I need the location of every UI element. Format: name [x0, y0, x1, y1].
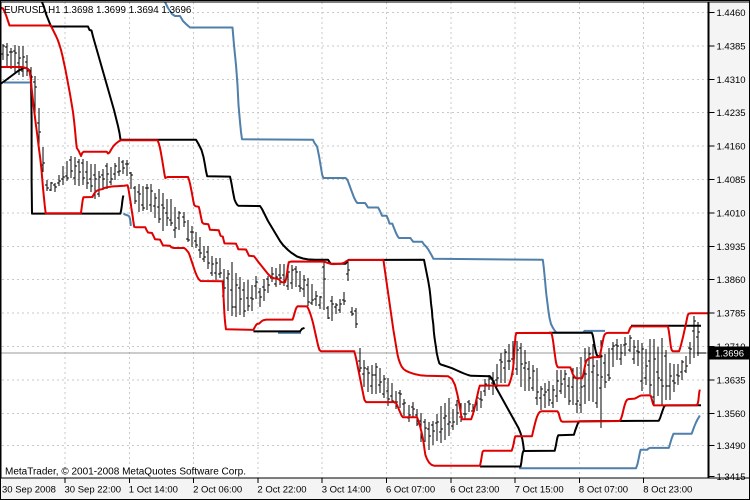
svg-text:1.4160: 1.4160: [717, 142, 746, 153]
svg-text:6 Oct 07:00: 6 Oct 07:00: [386, 485, 435, 496]
svg-text:8 Oct 07:00: 8 Oct 07:00: [579, 485, 628, 496]
svg-text:MetaTrader, © 2001-2008 MetaQu: MetaTrader, © 2001-2008 MetaQuotes Softw…: [5, 467, 246, 478]
svg-text:3 Oct 14:00: 3 Oct 14:00: [322, 485, 371, 496]
svg-text:6 Oct 23:00: 6 Oct 23:00: [450, 485, 499, 496]
svg-text:1.3415: 1.3415: [717, 472, 746, 483]
svg-text:EURUSD,H1 1.3698 1.3699 1.369: EURUSD,H1 1.3698 1.3699 1.3694 1.3696: [4, 5, 192, 16]
svg-text:1.3785: 1.3785: [717, 309, 746, 320]
svg-text:1.4385: 1.4385: [717, 41, 746, 52]
svg-text:1.4235: 1.4235: [717, 108, 746, 119]
svg-text:1.3635: 1.3635: [717, 375, 746, 386]
svg-text:8 Oct 23:00: 8 Oct 23:00: [643, 485, 692, 496]
svg-text:1.4310: 1.4310: [717, 75, 746, 86]
svg-text:1.3860: 1.3860: [717, 275, 746, 286]
svg-text:1.4010: 1.4010: [717, 208, 746, 219]
svg-text:1 Oct 14:00: 1 Oct 14:00: [129, 485, 178, 496]
svg-text:1.3490: 1.3490: [717, 441, 746, 452]
svg-text:1.4085: 1.4085: [717, 175, 746, 186]
svg-text:1.3935: 1.3935: [717, 242, 746, 253]
svg-text:1.4460: 1.4460: [717, 8, 746, 19]
svg-text:1.3696: 1.3696: [715, 349, 744, 360]
svg-text:1.3560: 1.3560: [717, 409, 746, 420]
svg-text:30 Sep 2008: 30 Sep 2008: [2, 485, 56, 496]
svg-text:2 Oct 06:00: 2 Oct 06:00: [193, 485, 242, 496]
svg-text:7 Oct 15:00: 7 Oct 15:00: [515, 485, 564, 496]
svg-text:2 Oct 22:00: 2 Oct 22:00: [257, 485, 306, 496]
svg-text:30 Sep 22:00: 30 Sep 22:00: [65, 485, 122, 496]
